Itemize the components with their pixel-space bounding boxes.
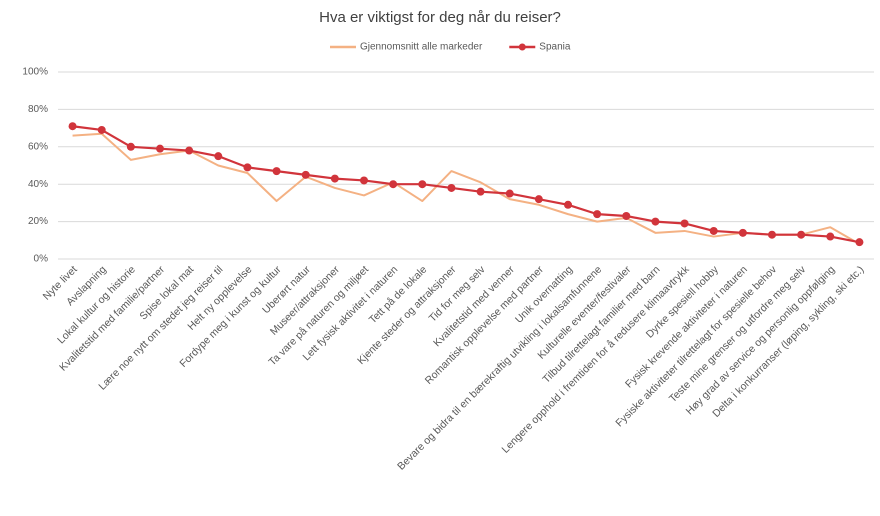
data-point xyxy=(243,163,252,172)
data-point xyxy=(360,176,368,185)
legend-label: Spania xyxy=(539,42,571,53)
data-point xyxy=(214,152,223,161)
data-point xyxy=(564,200,572,209)
data-point xyxy=(534,195,543,204)
data-point xyxy=(97,125,106,134)
data-point xyxy=(447,183,456,192)
data-point xyxy=(272,167,281,176)
y-tick-label: 20% xyxy=(28,216,48,227)
data-point xyxy=(301,170,310,179)
data-point xyxy=(476,187,485,196)
data-point xyxy=(505,189,514,198)
data-point xyxy=(389,180,398,189)
data-point xyxy=(185,146,194,155)
data-point xyxy=(651,217,660,226)
data-point xyxy=(797,230,806,239)
data-point xyxy=(738,228,747,237)
data-point xyxy=(622,211,631,220)
data-point xyxy=(330,174,339,183)
data-point xyxy=(680,219,689,228)
data-point xyxy=(768,230,776,239)
legend-label: Gjennomsnitt alle markeder xyxy=(360,42,483,53)
data-point xyxy=(709,226,718,235)
series-line xyxy=(72,132,860,245)
data-point xyxy=(126,142,135,151)
y-tick-label: 80% xyxy=(28,104,48,115)
data-point xyxy=(418,180,427,189)
data-point xyxy=(855,238,864,247)
data-point xyxy=(593,210,602,219)
legend-marker xyxy=(518,43,526,51)
chart-title: Hva er viktigst for deg når du reiser? xyxy=(319,9,561,26)
data-point xyxy=(156,144,164,153)
y-tick-label: 40% xyxy=(28,179,48,190)
data-point xyxy=(826,232,835,241)
data-point xyxy=(68,122,77,131)
y-tick-label: 100% xyxy=(22,67,48,78)
y-tick-label: 60% xyxy=(28,141,48,152)
series-line xyxy=(72,125,860,244)
y-tick-label: 0% xyxy=(34,254,49,265)
